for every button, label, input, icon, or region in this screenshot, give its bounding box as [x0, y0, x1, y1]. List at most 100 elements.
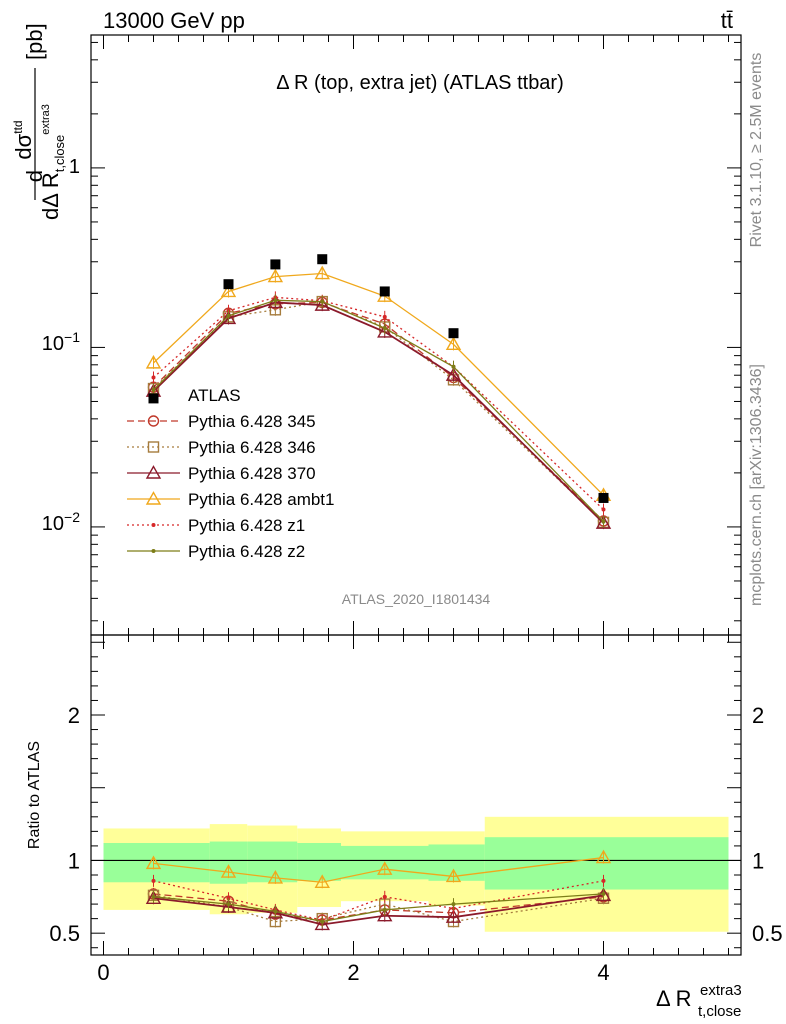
data-point	[145, 855, 162, 870]
legend-marker	[147, 415, 160, 427]
data-point	[320, 299, 325, 304]
data-point	[226, 313, 231, 318]
legend-item: Pythia 6.428 370	[127, 464, 316, 483]
legend-item: Pythia 6.428 ambt1	[127, 490, 334, 509]
legend-item: Pythia 6.428 z2	[127, 542, 305, 561]
legend-marker	[151, 523, 156, 527]
data-point	[226, 902, 231, 907]
analysis-tag: ATLAS_2020_I1801434	[342, 591, 491, 607]
uncertainty-band-inner-bin	[297, 843, 341, 881]
legend: ATLAS Pythia 6.428 345 Pythia 6.428 346 Pyt…	[127, 386, 334, 561]
ytick-label-0.01: 10−2	[42, 509, 80, 535]
ratio-ytick-label-right: 0.5	[752, 921, 783, 946]
process-label: tt̄	[721, 8, 733, 33]
xlabel: Δ R t,close extra3	[656, 982, 742, 1020]
legend-label: Pythia 6.428 345	[188, 412, 316, 431]
ratio-panel: 0.5 0.5 1 1 2 2 0 2 4 Ratio to ATLAS Δ R t,close…	[26, 634, 783, 1020]
data-point	[445, 336, 462, 351]
data-point	[267, 268, 284, 283]
data-point	[151, 878, 156, 883]
main-panel: Δ R (top, extra jet) (ATLAS ttbar) ATLAS…	[11, 23, 742, 636]
atlas-data-point	[223, 279, 234, 290]
data-point	[595, 515, 612, 529]
atlas-data-point	[448, 328, 459, 339]
xtick-label: 4	[597, 960, 609, 985]
legend-label-atlas: ATLAS	[188, 386, 241, 405]
data-point	[314, 297, 330, 311]
atlas-data-point	[379, 286, 390, 297]
data-point	[601, 891, 606, 896]
data-point	[445, 868, 462, 883]
legend-label: Pythia 6.428 370	[188, 464, 316, 483]
data-point	[220, 864, 237, 878]
legend-label: Pythia 6.428 z2	[188, 542, 305, 561]
energy-label: 13000 GeV pp	[103, 8, 245, 33]
data-point	[601, 507, 606, 512]
data-point	[451, 364, 456, 369]
data-point	[445, 909, 462, 923]
ratio-axis-ticks: 0.5 0.5 1 1 2 2 0 2 4	[49, 635, 783, 985]
series-line	[153, 299, 604, 523]
legend-label: Pythia 6.428 ambt1	[188, 490, 334, 509]
ratio-series-pythia-6.428-z2	[151, 887, 606, 928]
data-point	[273, 909, 278, 914]
rivet-version-label: Rivet 3.1.10, ≥ 2.5M events	[748, 53, 765, 248]
ytick-label-1: 1	[69, 156, 80, 178]
legend-marker	[145, 465, 162, 479]
svg-text:[pb]: [pb]	[22, 23, 47, 60]
ratio-ylabel: Ratio to ATLAS	[26, 741, 43, 849]
main-ylabel: d dσttd dΔ Rt,closeextra3 [pb]	[11, 23, 67, 220]
data-point	[145, 354, 162, 369]
atlas-data-points	[148, 254, 609, 503]
xtick-label: 2	[347, 960, 359, 985]
ytick-label-0.1: 10−1	[42, 329, 80, 355]
data-point	[314, 916, 330, 931]
legend-label: Pythia 6.428 346	[188, 438, 316, 457]
main-axis-ticks	[91, 35, 741, 635]
legend-item: Pythia 6.428 345	[127, 412, 316, 431]
data-point	[273, 298, 278, 303]
data-point	[377, 323, 393, 338]
data-point	[220, 899, 237, 913]
data-point	[314, 265, 330, 280]
svg-text:dσttd: dσttd	[11, 120, 36, 159]
atlas-data-point	[598, 492, 609, 503]
legend-marker	[151, 549, 156, 553]
data-point	[377, 907, 393, 922]
data-point	[601, 519, 606, 524]
legend-marker	[147, 441, 160, 453]
svg-text:dΔ Rt,closeextra3: dΔ Rt,closeextra3	[38, 104, 67, 220]
ratio-ytick-label-right: 1	[752, 848, 764, 873]
data-point	[151, 387, 156, 392]
data-point	[377, 861, 393, 875]
main-series-pythia-6.428-z2	[151, 294, 606, 528]
legend-item: Pythia 6.428 346	[127, 438, 316, 457]
ratio-plot-area	[91, 816, 741, 932]
mcplots-label: mcplots.cern.ch [arXiv:1306.3436]	[748, 364, 765, 606]
data-point	[382, 314, 387, 319]
legend-item: Pythia 6.428 z1	[127, 516, 305, 535]
svg-text:t,close: t,close	[698, 1003, 741, 1020]
data-point	[451, 902, 456, 907]
data-point	[314, 874, 330, 888]
uncertainty-band-inner-bin	[484, 837, 729, 890]
data-point	[320, 919, 325, 924]
ratio-ytick-label: 0.5	[49, 921, 80, 946]
data-point	[382, 326, 387, 331]
ratio-frame	[90, 634, 742, 956]
data-point	[220, 283, 237, 298]
data-point	[382, 907, 387, 912]
data-point	[382, 894, 387, 899]
data-point	[151, 375, 156, 380]
data-point	[445, 367, 462, 381]
data-point	[220, 310, 237, 325]
ratio-series-pythia-6.428-ambt1	[145, 849, 612, 889]
xtick-label: 0	[97, 960, 109, 985]
atlas-data-point	[148, 393, 159, 404]
main-plot-area	[145, 254, 612, 530]
series-line	[153, 272, 604, 496]
svg-text:extra3: extra3	[700, 982, 742, 999]
data-point	[267, 869, 284, 884]
legend-marker	[145, 491, 162, 505]
